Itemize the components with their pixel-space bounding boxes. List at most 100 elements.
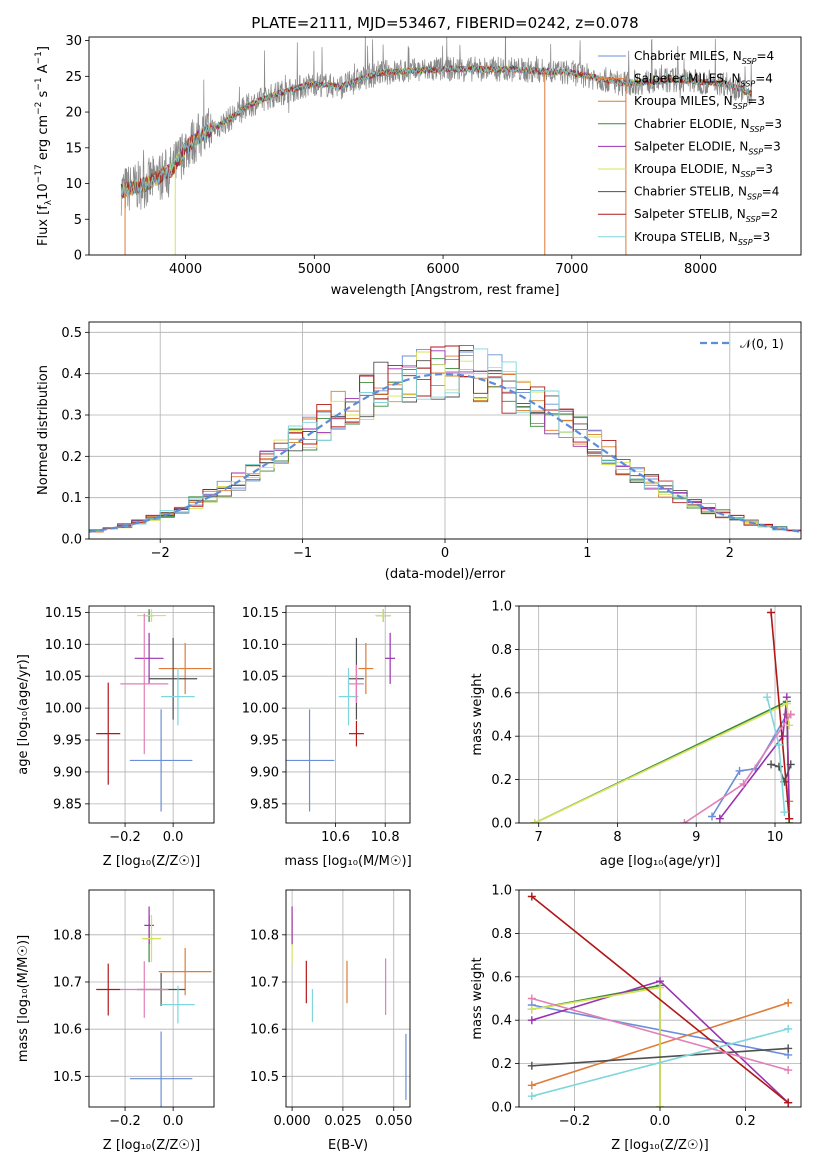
weight-point: [774, 762, 783, 771]
panel-6: −0.2 0.0 10.5 10.6 10.7 10.8 Z [log₁₀(Z/Z☉)] ma…: [16, 889, 215, 1153]
weight-point: [527, 892, 536, 901]
x-axis-label: mass [log₁₀(M/M☉)]: [284, 854, 411, 869]
axes-frame: [88, 605, 215, 824]
y-tick-label: 10.00: [45, 702, 82, 717]
errorbars: [96, 906, 212, 1107]
legend-label-suffix: =3: [755, 162, 773, 176]
axes-frame: [518, 605, 802, 824]
y-tick-label: 0.8: [491, 927, 512, 942]
legend-label-sub: SSP: [750, 125, 765, 134]
y-tick-label: 0.2: [491, 1057, 512, 1072]
weight-point: [680, 819, 689, 823]
x-tick-label: 0: [441, 546, 449, 561]
y-tick-label: 0.4: [61, 367, 82, 382]
weight-point: [527, 1005, 536, 1014]
axes-frame: [518, 889, 802, 1108]
y-tick-label: 30: [65, 34, 82, 49]
panel-3: −0.2 0.0 9.85 9.90 9.95 10.00 10.05 10.10 10.15 Z…: [16, 605, 215, 869]
weight-point: [763, 693, 772, 702]
weight-point: [784, 1024, 793, 1033]
weight-series-line: [711, 714, 788, 817]
y-tick-label: 0: [74, 249, 82, 264]
weight-lines: [527, 892, 793, 1107]
legend-label-main: Salpeter MILES, N: [634, 72, 741, 86]
y-tick-label: 10.05: [242, 670, 279, 685]
model-spectrum-line: [120, 64, 752, 197]
y-tick-label: 9.90: [250, 765, 279, 780]
panel-5: 7 8 9 10 0.0 0.2 0.4 0.6 0.8 1.0 age [log₁₀(age/yr…: [470, 600, 802, 869]
y-tick-label: 0.2: [491, 773, 512, 788]
x-tick-label: 0.050: [375, 1114, 412, 1129]
y-tick-label: 10.5: [53, 1070, 82, 1085]
x-tick-label: 0.0: [163, 830, 184, 845]
x-tick-label: −0.2: [559, 1114, 591, 1129]
x-axis-label: (data-model)/error: [385, 567, 506, 582]
x-tick-label: −0.2: [109, 1114, 141, 1129]
chart-title: PLATE=2111, MJD=53467, FIBERID=0242, z=0…: [251, 14, 638, 32]
y-tick-label: 0.0: [491, 1101, 512, 1116]
x-tick-label: 0.0: [650, 1114, 671, 1129]
legend-label: 𝒩(0, 1): [740, 337, 784, 351]
weight-series-line: [534, 702, 790, 823]
legend-label: Salpeter ELODIE, NSSP=3: [634, 139, 781, 156]
legend-label-sub: SSP: [742, 57, 757, 66]
weight-point: [527, 994, 536, 1003]
weight-point: [527, 1092, 536, 1101]
x-tick-label: 7000: [555, 262, 588, 277]
legend-label-suffix: =2: [760, 207, 778, 221]
x-tick-label: 4000: [169, 262, 202, 277]
legend-label-sub: SSP: [746, 215, 761, 224]
x-tick-label: 5000: [298, 262, 331, 277]
legend-label: Chabrier MILES, NSSP=4: [634, 49, 774, 66]
y-tick-label: 1.0: [491, 884, 512, 899]
y-label-part: −1: [34, 51, 44, 64]
weight-point: [527, 1081, 536, 1090]
legend-label-suffix: =3: [747, 94, 765, 108]
weight-point: [767, 760, 776, 769]
weight-point: [784, 1098, 793, 1107]
y-label-part: ]: [36, 46, 51, 51]
y-tick-label: 0.8: [491, 643, 512, 658]
weight-point: [784, 998, 793, 1007]
legend-label-main: Kroupa STELIB, N: [634, 230, 738, 244]
x-axis-label: Z [log₁₀(Z/Z☉)]: [611, 1138, 708, 1153]
axes-frame: [88, 889, 215, 1108]
y-label-part: −17: [34, 164, 44, 183]
legend-label-main: Chabrier STELIB, N: [634, 185, 747, 199]
legend-label-suffix: =4: [755, 72, 773, 86]
y-tick-label: 10.00: [242, 702, 279, 717]
axes-frame: [285, 605, 411, 824]
weight-point: [735, 766, 744, 775]
legend-label-main: Kroupa MILES, N: [634, 94, 733, 108]
x-tick-label: 0.000: [273, 1114, 310, 1129]
y-label-part: −2: [34, 102, 44, 115]
weight-point: [785, 721, 794, 730]
y-tick-label: 10.6: [53, 1023, 82, 1038]
legend-label-sub: SSP: [741, 170, 756, 179]
legend-label: Salpeter STELIB, NSSP=2: [634, 207, 778, 224]
x-axis-label: age [log₁₀(age/yr)]: [600, 854, 721, 869]
axes-frame: [88, 36, 802, 256]
legend-label-main: Chabrier MILES, N: [634, 49, 742, 63]
y-label-part: Flux [f: [36, 205, 51, 246]
y-tick-label: 10.10: [242, 638, 279, 653]
errorbars: [286, 609, 396, 812]
weight-point: [767, 608, 776, 617]
panel-8: −0.2 0.0 0.2 0.0 0.2 0.4 0.6 0.8 1.0 Z [log₁₀(Z/Z…: [470, 884, 802, 1153]
x-tick-label: 6000: [427, 262, 460, 277]
weight-point: [530, 819, 539, 823]
legend-label: Chabrier ELODIE, NSSP=3: [634, 117, 782, 134]
weight-point: [774, 740, 783, 749]
x-tick-label: −0.2: [109, 830, 141, 845]
y-tick-label: 10.7: [250, 975, 279, 990]
panel-1: 4000 5000 6000 7000 8000 0 5 10 15 20 25 30 PLATE=21…: [34, 14, 802, 298]
weight-lines: [530, 608, 795, 823]
x-tick-label: 9: [692, 830, 700, 845]
spectra: [120, 37, 753, 255]
weight-series-line: [531, 986, 661, 1107]
x-axis-label: wavelength [Angstrom, rest frame]: [331, 283, 560, 298]
y-label-part: s: [36, 90, 51, 101]
x-tick-label: 2: [726, 546, 734, 561]
y-tick-label: 0.6: [491, 970, 512, 985]
